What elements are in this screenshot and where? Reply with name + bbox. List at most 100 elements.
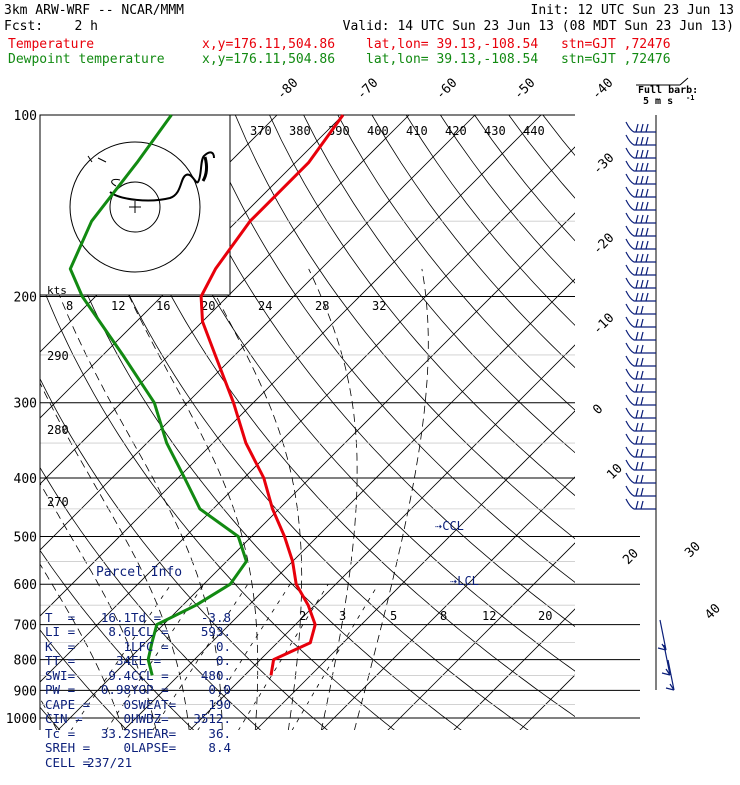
right-temp-label: 0 [590,402,606,418]
wind-barb [626,395,656,405]
right-temp-label: 20 [620,546,642,568]
isotherm-line [519,87,740,730]
wind-barb [626,265,656,275]
wind-barb [626,135,656,145]
pressure-label-500: 500 [14,530,37,545]
barb-legend-flag [680,78,688,85]
pressure-label-300: 300 [14,397,37,412]
dry-adiabat [523,87,740,730]
hodo-speed-label: 24 [258,299,272,313]
wind-barb [626,356,656,366]
top-temp-label: -60 [433,76,460,103]
hodo-speed-label: 12 [111,299,125,313]
wind-barb [626,304,656,314]
parcel-cell: HWBZ= [131,712,185,727]
parcel-cell: 237/21 [87,756,131,771]
wind-barb [626,499,656,509]
isotherm-line [321,87,740,730]
mixing-ratio-line [292,584,379,731]
parcel-cell: CIN = [45,712,87,727]
wind-barb [626,382,656,392]
parcel-cell: 0. [185,640,231,655]
side-theta-label: 280 [47,423,69,437]
parcel-cell: SWEAT= [131,698,185,713]
parcel-cell: 36. [185,727,231,742]
parcel-cell: 16.1 [87,611,131,626]
isotherm-line [255,87,740,730]
parcel-cell [131,756,185,771]
hodo-speed-label: 16 [156,299,170,313]
wind-barb [626,148,656,158]
parcel-cell: 593. [185,625,231,640]
wind-barb [626,486,656,496]
wind-barb [626,239,656,249]
wind-barb [626,317,656,327]
wind-barb [626,330,656,340]
wind-barb [626,369,656,379]
parcel-cell: CELL = [45,756,87,771]
pressure-label-200: 200 [14,291,37,306]
parcel-cell: 0 [87,741,131,756]
wind-barb [626,434,656,444]
parcel-cell: LI = [45,625,87,640]
pressure-label-700: 700 [14,619,37,634]
dry-adiabat [357,87,740,730]
parcel-info-title: Parcel Info [45,566,233,581]
mixing-ratio-label: 2 [299,609,306,623]
theta-label: 410 [406,124,428,138]
theta-label: 380 [289,124,311,138]
parcel-cell: 1 [87,640,131,655]
wind-barb [626,291,656,301]
parcel-cell: 33.2 [87,727,131,742]
barb-legend-line2: 5 m s [643,96,673,107]
parcel-cell: 0.0 [185,683,231,698]
parcel-cell: -3.8 [185,611,231,626]
right-temp-label: 10 [604,461,626,483]
wind-barb [626,473,656,483]
top-temp-label: -70 [354,76,381,103]
pressure-label-400: 400 [14,472,37,487]
mixing-ratio-label: 3 [339,609,346,623]
parcel-cell: 34 [87,654,131,669]
parcel-cell: Td = [131,611,185,626]
side-theta-label: 290 [47,349,69,363]
parcel-cell: SREH = [45,741,87,756]
mixing-ratio-label: 5 [390,609,397,623]
mixing-ratio-label: 12 [482,609,496,623]
wind-barb [626,447,656,457]
pressure-label-600: 600 [14,578,37,593]
hodo-speed-label: 28 [315,299,329,313]
dry-adiabat [423,87,740,730]
parcel-cell: 480. [185,669,231,684]
wind-barb [626,252,656,262]
right-temp-label: -20 [590,231,617,258]
parcel-cell: CCL = [131,669,185,684]
parcel-cell: SWI= [45,669,87,684]
barb-legend: Full barb: 5 m s -1 [636,78,698,107]
right-temp-label: 30 [682,539,704,561]
top-temp-label: -80 [274,76,301,103]
wind-barbs [626,115,674,690]
theta-label: 420 [445,124,467,138]
parcel-cell: EL = [131,654,185,669]
pressure-label-100: 100 [14,109,37,124]
parcel-cell: 0 [87,698,131,713]
wind-barb [626,408,656,418]
top-temp-label: -50 [511,76,538,103]
parcel-row: CELL =237/21 [45,756,233,771]
wind-barb [626,122,656,132]
parcel-cell: LFC = [131,640,185,655]
mixing-ratio-label: 8 [440,609,447,623]
parcel-cell: LAPSE= [131,741,185,756]
top-temp-label: -40 [589,76,616,103]
pressure-label-1000: 1000 [6,712,37,727]
wind-barb [626,460,656,470]
parcel-cell: 190 [185,698,231,713]
